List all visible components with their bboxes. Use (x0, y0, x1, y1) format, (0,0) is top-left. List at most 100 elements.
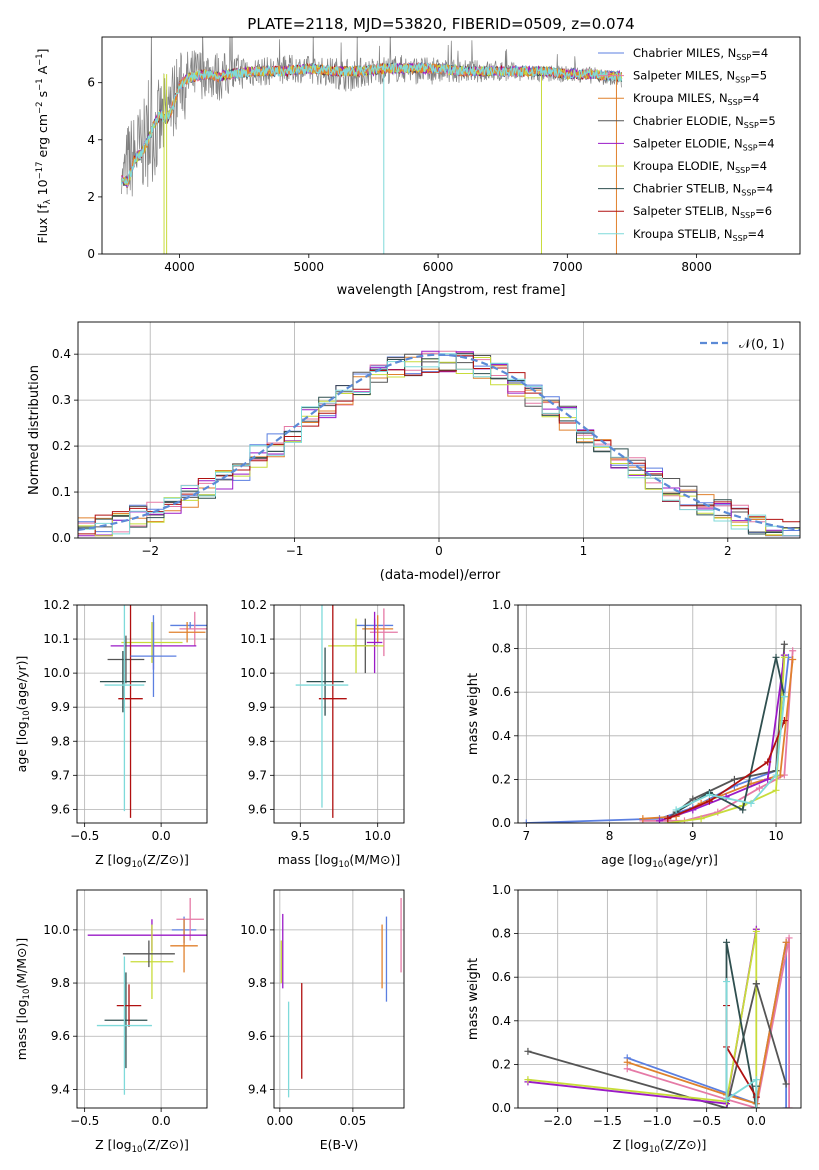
legend-entry-value: =4 (758, 136, 775, 150)
x-axis-label-sub: 10 (132, 1145, 143, 1155)
y-tick-label: 0.0 (52, 531, 71, 545)
legend-entry-value: =4 (743, 91, 760, 105)
x-tick-label: −0.5 (70, 829, 99, 843)
y-axis-label-part: −17 (35, 161, 45, 179)
x-axis-label-part: mass [log (278, 852, 339, 867)
x-axis-label-part: age [log (601, 852, 652, 867)
y-axis-label-part: Flux [f (35, 204, 50, 244)
marker-plus (522, 819, 530, 823)
y-axis-label: mass [log10(M/M⊙)] (14, 938, 32, 1061)
legend-entry-sub: SSP (741, 189, 756, 198)
y-tick-label: 0.6 (492, 970, 511, 984)
x-axis-label-part: (age/yr)] (663, 852, 718, 867)
mass-weight-line (725, 981, 758, 1108)
y-tick-label: 0.4 (492, 1014, 511, 1028)
y-axis-label: Normed distribution (27, 365, 42, 495)
y-tick-label: 2 (87, 190, 95, 204)
model-spectrum-line (120, 61, 623, 185)
legend-entry: 𝒩(0, 1) (739, 336, 785, 351)
marker-plus (705, 791, 713, 799)
marker-plus (755, 784, 763, 792)
mass-weight-line (626, 942, 787, 1105)
legend-entry-sub: SSP (740, 211, 755, 220)
mass-vs-ebv-panel: 0.00 0.05 9.4 9.6 9.8 10.0 E(B-V) (240, 889, 405, 1152)
figure-title: PLATE=2118, MJD=53820, FIBERID=0509, z=0… (247, 15, 634, 33)
legend-entry-sub: SSP (733, 234, 748, 243)
y-tick-label: 4 (87, 133, 95, 147)
marker-plus (705, 797, 713, 805)
marker-plus (739, 806, 747, 814)
x-tick-label: −0.5 (70, 1114, 99, 1128)
axes-frame (101, 36, 801, 255)
marker-plus (782, 938, 790, 946)
y-axis-label: mass weight (466, 958, 481, 1040)
x-tick-label: 0.00 (266, 1114, 293, 1128)
axes-frame (76, 889, 208, 1109)
y-tick-label: 10.2 (43, 598, 70, 612)
y-tick-label: 9.6 (248, 1029, 267, 1043)
y-tick-label: 9.9 (51, 700, 70, 714)
y-axis-label: age [log10(age/yr)] (14, 656, 32, 773)
y-tick-label: 0.0 (492, 816, 511, 830)
axes-frame (273, 604, 405, 824)
y-axis-label: Flux [fλ 10−17 erg cm−2 s−1 A−1] (35, 48, 53, 243)
age-vs-mass-panel: 9.5 10.0 9.6 9.7 9.8 9.9 10.0 10.1 10.2 mass [log… (240, 598, 405, 870)
marker-plus (752, 927, 760, 935)
axes-frame (517, 604, 802, 824)
mass-vs-metallicity-panel: −0.5 0.09.49.69.810.0Z [log10(Z/Z⊙)]mass … (14, 889, 208, 1155)
x-axis-label: mass [log10(M/M⊙)] (278, 852, 401, 870)
x-tick-label: −2 (141, 544, 159, 558)
y-axis-label-part: 10 (35, 179, 50, 199)
marker-plus (764, 775, 772, 783)
y-tick-label: 9.4 (51, 1082, 70, 1096)
legend-entry-name: Kroupa ELODIE, N (633, 159, 735, 173)
y-tick-label: 10.0 (43, 923, 70, 937)
y-tick-label: 0.0 (492, 1101, 511, 1115)
plot-area (295, 605, 398, 818)
legend-entry-name: Chabrier MILES, N (633, 46, 736, 60)
marker-plus (789, 647, 797, 655)
plot-area (524, 925, 793, 1108)
x-tick-label: −1.0 (642, 1114, 671, 1128)
y-axis-label-part: A (35, 65, 50, 78)
y-tick-label: 0.4 (52, 347, 71, 361)
mass-weight-line (527, 983, 758, 1108)
x-axis-label-part: Z [log (95, 852, 131, 867)
y-tick-label: 0.4 (492, 729, 511, 743)
legend-entry-sub: SSP (728, 98, 743, 107)
legend-entry-name: Kroupa STELIB, N (633, 227, 733, 241)
x-tick-label: 0.0 (152, 1114, 171, 1128)
x-axis-label: E(B-V) (320, 1137, 359, 1152)
y-tick-label: 9.8 (51, 976, 70, 990)
x-axis-label-part: Z [log (95, 1137, 131, 1152)
x-tick-label: 4000 (164, 260, 195, 274)
plot-area (522, 640, 797, 823)
x-tick-label: −1 (286, 544, 304, 558)
axes-frame (76, 604, 208, 824)
y-tick-label: 0.2 (52, 439, 71, 453)
marker-plus (789, 656, 797, 663)
y-tick-label: 6 (87, 76, 95, 90)
x-tick-label: 10.0 (364, 829, 391, 843)
y-tick-label: 10.1 (43, 632, 70, 646)
legend-entry-name: Chabrier ELODIE, N (633, 114, 744, 128)
legend-entry: Salpeter MILES, NSSP=5 (633, 69, 767, 85)
y-tick-label: 0.6 (492, 685, 511, 699)
legend-entry-value: =5 (759, 114, 776, 128)
marker-plus (782, 1104, 790, 1108)
legend-entry: Salpeter STELIB, NSSP=6 (633, 204, 772, 220)
legend-entry: Chabrier STELIB, NSSP=4 (633, 182, 773, 198)
y-tick-label: 9.7 (51, 768, 70, 782)
marker-plus (780, 693, 788, 701)
x-tick-label: 9.5 (291, 829, 310, 843)
x-tick-label: 0.05 (340, 1114, 367, 1128)
marker-plus (772, 653, 780, 661)
x-tick-label: 5000 (294, 260, 325, 274)
y-tick-label: 10.0 (240, 923, 267, 937)
legend-entry-name: Salpeter ELODIE, N (633, 136, 743, 150)
data-spectrum-line (121, 37, 622, 197)
x-axis-label: Z [log10(Z/Z⊙)] (95, 1137, 189, 1155)
x-axis-label-sub: 10 (132, 860, 143, 870)
y-tick-label: 10.1 (240, 632, 267, 646)
